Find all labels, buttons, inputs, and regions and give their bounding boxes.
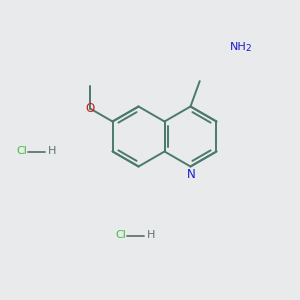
- Text: N: N: [186, 168, 195, 181]
- Text: H: H: [48, 146, 56, 157]
- Text: Cl: Cl: [116, 230, 126, 241]
- Text: Cl: Cl: [16, 146, 27, 157]
- Text: H: H: [147, 230, 155, 241]
- Text: O: O: [86, 102, 95, 115]
- Text: NH: NH: [230, 41, 246, 52]
- Text: 2: 2: [245, 44, 251, 53]
